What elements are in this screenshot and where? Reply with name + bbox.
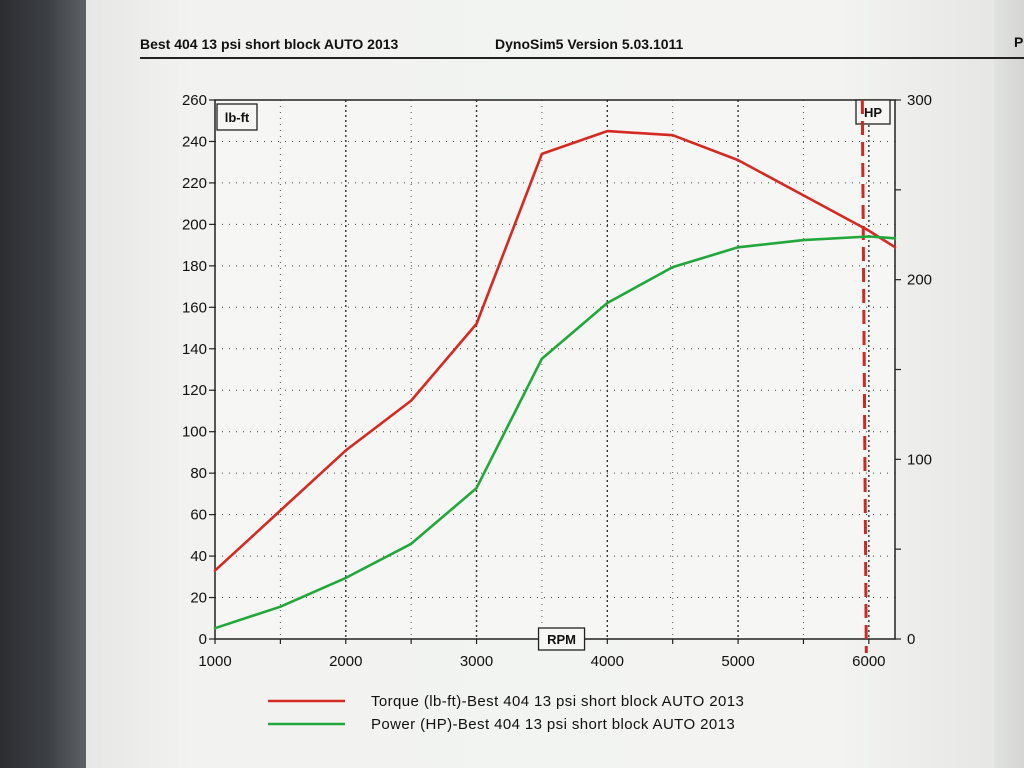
y-right-tick-label: 100	[907, 451, 932, 468]
x-axis-label-box	[537, 627, 586, 651]
y-right-axis-label: HP	[864, 105, 882, 120]
y-left-tick-label: 200	[182, 216, 207, 233]
x-tick-label: 1000	[198, 653, 231, 670]
y-left-tick-label: 240	[182, 133, 207, 150]
legend: Torque (lb-ft)-Best 404 13 psi short blo…	[268, 693, 744, 733]
x-tick-label: 4000	[591, 653, 624, 670]
y-left-tick-label: 20	[190, 590, 207, 607]
legend-label: Power (HP)-Best 404 13 psi short block A…	[371, 716, 735, 733]
x-tick-label: 2000	[329, 653, 362, 670]
header-rule	[140, 57, 1024, 59]
x-tick-label: 5000	[721, 653, 754, 670]
y-left-axis-label-box	[216, 103, 258, 131]
y-left-tick-label: 220	[182, 175, 207, 192]
app-version: DynoSim5 Version 5.03.1011	[495, 36, 684, 52]
monitor-bezel-right	[994, 0, 1024, 768]
x-tick-label: 3000	[460, 653, 493, 670]
y-left-tick-label: 0	[199, 631, 207, 648]
rpm-marker-line	[860, 99, 868, 654]
plot-area	[215, 100, 895, 639]
y-left-tick-label: 180	[182, 258, 207, 275]
monitor-bezel-left	[0, 0, 86, 768]
header-corner-text: P	[1014, 34, 1024, 50]
y-left-tick-label: 60	[190, 507, 207, 524]
power-line	[213, 235, 897, 630]
y-left-tick-label: 100	[182, 424, 207, 441]
x-tick-label: 6000	[852, 653, 885, 670]
y-left-tick-label: 160	[182, 299, 207, 316]
x-axis-label: RPM	[547, 632, 576, 647]
y-left-tick-label: 80	[190, 465, 207, 482]
y-right-tick-label: 0	[907, 631, 915, 648]
y-left-tick-label: 120	[182, 382, 207, 399]
torque-line	[213, 129, 897, 572]
y-left-axis-label: lb-ft	[225, 110, 250, 125]
report-title: Best 404 13 psi short block AUTO 2013	[140, 36, 399, 52]
y-left-tick-label: 260	[182, 92, 207, 109]
series-layer	[213, 99, 897, 654]
y-left-tick-label: 40	[190, 548, 207, 565]
legend-label: Torque (lb-ft)-Best 404 13 psi short blo…	[371, 693, 744, 710]
y-right-tick-label: 300	[907, 92, 932, 109]
y-right-tick-label: 200	[907, 272, 932, 289]
axes: 0 20 40 60 80 100 120 140 160 180 200 220 240 260 0 100…	[182, 92, 932, 670]
y-left-tick-label: 140	[182, 341, 207, 358]
